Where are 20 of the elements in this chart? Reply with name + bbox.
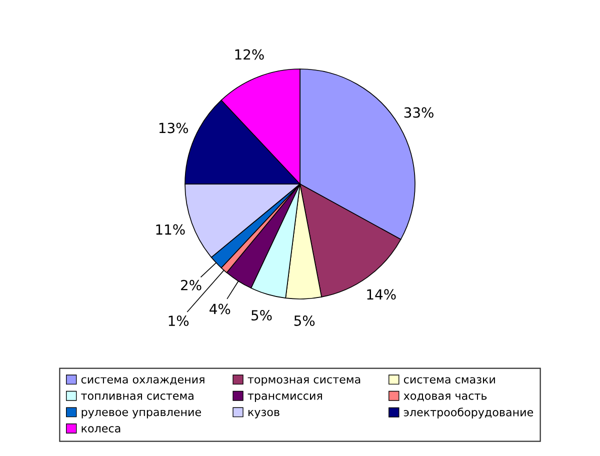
data-label: 2% <box>181 280 202 290</box>
legend-label: топливная система <box>81 394 194 400</box>
data-label: 5% <box>252 310 272 321</box>
data-label: 1% <box>168 316 189 326</box>
data-label: 13% <box>159 122 188 134</box>
data-label: 5% <box>294 315 315 326</box>
data-label: 14% <box>367 289 396 300</box>
legend-label: система охлаждения <box>81 377 204 385</box>
legend-label: тормозная система <box>248 377 360 386</box>
legend-label: рулевое управление <box>82 410 201 418</box>
legend-label: ходовая часть <box>404 394 487 402</box>
legend-label: колеса <box>82 426 120 433</box>
legend-label: система смазки <box>404 377 495 384</box>
legend-label: трансмиссия <box>248 394 322 402</box>
data-label: 4% <box>210 304 230 314</box>
legend-label: электрооборудование <box>404 408 534 419</box>
data-label: 33% <box>404 107 434 118</box>
data-label: 12% <box>235 49 264 60</box>
legend-label: кузов <box>248 410 280 418</box>
data-label: 11% <box>156 224 185 235</box>
